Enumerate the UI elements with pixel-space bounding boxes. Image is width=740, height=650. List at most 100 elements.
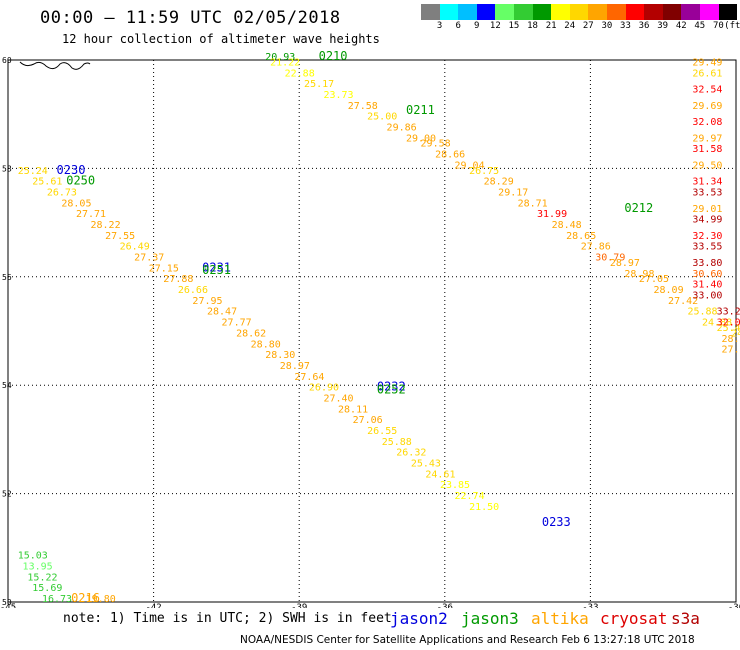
swh-point-altika: 33.55 <box>692 242 722 253</box>
x-tick-label: -45 <box>0 603 16 608</box>
colorbar-swatch <box>532 4 552 20</box>
colorbar-swatch <box>606 4 626 20</box>
swh-point-altika: 31.58 <box>692 144 722 155</box>
swh-point-altika: 29.17 <box>498 188 528 199</box>
swh-point-altika: 32.08 <box>692 117 722 128</box>
colorbar-swatch <box>513 4 533 20</box>
swh-point-altika: 26.61 <box>692 68 722 79</box>
pass-time-label: 0233 <box>542 515 571 529</box>
swh-point-altika: 30.60 <box>692 269 722 280</box>
swh-point-altika: 25.43 <box>411 459 441 470</box>
colorbar-tick-label: 9 <box>474 21 480 31</box>
swh-point-altika: 26.66 <box>178 285 208 296</box>
coastline-greenland <box>19 61 91 70</box>
pass-time-label: 0252 <box>377 382 406 396</box>
chart-subtitle: 12 hour collection of altimeter wave hei… <box>62 32 380 46</box>
swh-point-altika: 25.88 <box>687 307 717 318</box>
colorbar-swatch <box>718 4 738 20</box>
swh-point-altika: 21.22 <box>270 57 300 68</box>
colorbar-tick-label: 18 <box>527 21 538 31</box>
swh-point-altika: 27.58 <box>348 101 378 112</box>
swh-point-altika: 28.80 <box>251 339 281 350</box>
colorbar-tick-label: 39 <box>657 21 669 31</box>
colorbar-swatch <box>644 4 663 20</box>
swh-point-altika: 28.29 <box>484 177 514 188</box>
swh-point-altika: 26.73 <box>47 188 77 199</box>
swh-point-altika: 23.73 <box>323 90 353 101</box>
swh-point-altika: 31.99 <box>537 209 567 220</box>
swh-point-altika: 28.65 <box>566 231 596 242</box>
x-tick-label: -42 <box>145 603 161 608</box>
legend-entry-jason2: jason2 <box>390 609 448 628</box>
swh-point-altika: 26.55 <box>367 426 397 437</box>
x-tick-label: -33 <box>582 603 598 608</box>
colorbar-swatch <box>569 4 589 20</box>
swh-point-altika: 29.69 <box>692 101 722 112</box>
pass-time-label: 0250 <box>66 174 95 188</box>
swh-point-altika: 19.80 <box>86 594 116 605</box>
swh-point-altika: 22.88 <box>285 68 315 79</box>
swh-point-altika: 25.44 <box>717 323 740 334</box>
swh-point-altika: 33.80 <box>692 258 722 269</box>
swh-point-altika: 29.50 <box>692 160 722 171</box>
swh-point-altika: 28.11 <box>338 404 368 415</box>
swh-point-altika: 25.00 <box>367 112 397 123</box>
y-tick-label: 56 <box>2 273 12 282</box>
colorbar-tick-label: 12 <box>489 21 501 31</box>
swh-point-altika: 29.49 <box>692 57 722 68</box>
swh-point-altika: 27.42 <box>668 296 698 307</box>
legend-entry-jason3: jason3 <box>461 609 519 628</box>
swh-point-jason3: 15.22 <box>27 572 57 583</box>
swh-point-altika: 28.05 <box>61 198 91 209</box>
swh-point-altika: 25.88 <box>382 437 412 448</box>
swh-point-altika: 28.48 <box>552 220 582 231</box>
plot-frame <box>7 59 737 603</box>
colorbar-swatch <box>439 4 459 20</box>
legend-entry-altika: altika <box>531 609 589 628</box>
swh-point-altika: 28.97 <box>280 361 310 372</box>
swh-point-jason3: 15.69 <box>32 583 62 594</box>
chart-title: 00:00 — 11:59 UTC 02/05/2018 <box>40 8 341 28</box>
legend-entry-cryosat: cryosat <box>600 609 668 628</box>
colorbar-swatch <box>699 4 719 20</box>
swh-point-altika: 29.97 <box>692 133 722 144</box>
swh-point-altika: 31.40 <box>692 280 722 291</box>
swh-point-altika: 27.06 <box>353 415 383 426</box>
credit-line: NOAA/NESDIS Center for Satellite Applica… <box>240 634 695 646</box>
footer-note: note: 1) Time is in UTC; 2) SWH is in fe… <box>63 611 392 626</box>
swh-point-altika: 33.53 <box>692 188 722 199</box>
colorbar-tick-label: 3 <box>436 21 443 31</box>
swh-point-altika: 27.88 <box>163 274 193 285</box>
pass-time-label: 0210 <box>319 49 348 63</box>
colorbar-tick-label: 24 <box>564 21 576 31</box>
swh-point-altika: 27.86 <box>581 242 611 253</box>
swh-point-altika: 25.24 <box>18 166 48 177</box>
swh-point-altika: 25.61 <box>32 177 62 188</box>
swh-point-altika: 29.04 <box>455 160 485 171</box>
swh-point-altika: 29.58 <box>421 139 451 150</box>
swh-point-altika: 24.17 <box>731 328 740 339</box>
swh-point-altika: 28.62 <box>236 328 266 339</box>
y-tick-label: 52 <box>2 490 12 499</box>
swh-point-altika: 28.97 <box>610 258 640 269</box>
colorbar-swatch <box>551 4 570 20</box>
y-tick-label: 60 <box>2 56 12 65</box>
swh-point-altika: 27.77 <box>222 318 252 329</box>
swh-point-jason3: 15.03 <box>18 551 48 562</box>
swh-point-altika: 30.79 <box>595 253 625 264</box>
swh-point-altika: 27.64 <box>294 372 324 383</box>
pass-time-label: 0232 <box>377 380 406 394</box>
swh-point-altika: 27.40 <box>323 393 353 404</box>
x-tick-label: -36 <box>437 603 453 608</box>
swh-point-altika: 22.74 <box>455 491 485 502</box>
pass-time-label: 0212 <box>624 201 653 215</box>
swh-point-altika: 28.90 <box>721 334 740 345</box>
swh-point-jason3: 13.95 <box>23 561 53 572</box>
colorbar-tick-label: 30 <box>601 21 613 31</box>
colorbar-unit: (ft) <box>724 21 740 31</box>
swh-point-altika: 27.15 <box>149 263 179 274</box>
colorbar-tick-label: 21 <box>545 21 557 31</box>
swh-point-altika: 28.30 <box>265 350 295 361</box>
colorbar-tick-label: 33 <box>620 21 631 31</box>
